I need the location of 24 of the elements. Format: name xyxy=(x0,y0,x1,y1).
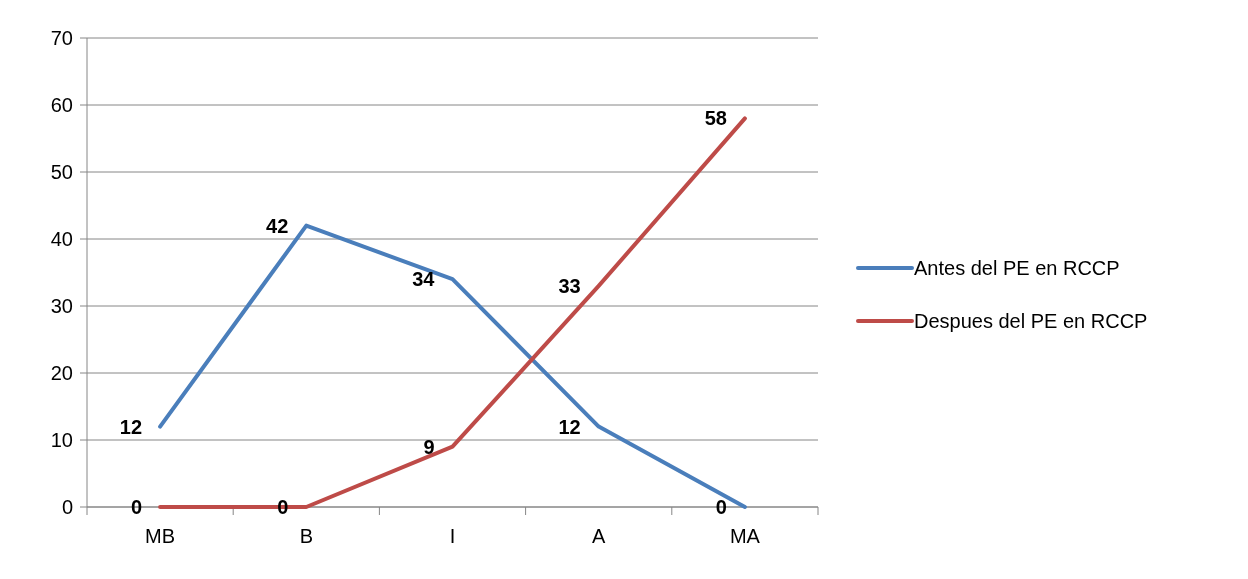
y-tick-label: 10 xyxy=(50,429,73,451)
data-label: 33 xyxy=(558,274,581,297)
data-label: 9 xyxy=(423,435,435,458)
data-label: 42 xyxy=(266,214,289,237)
x-tick-label: B xyxy=(299,525,313,547)
x-tick-label: A xyxy=(592,525,607,547)
data-label: 0 xyxy=(715,496,727,518)
data-label: 12 xyxy=(558,415,581,438)
x-tick-label: MB xyxy=(145,525,176,547)
x-tick-label: I xyxy=(449,525,456,547)
y-tick-label: 50 xyxy=(50,161,73,183)
legend-label: Antes del PE en RCCP xyxy=(914,257,1120,279)
x-tick-label: MA xyxy=(729,525,761,547)
y-tick-label: 20 xyxy=(50,362,73,384)
data-label: 34 xyxy=(412,268,436,291)
data-label: 58 xyxy=(704,107,727,130)
y-tick-label: 70 xyxy=(50,27,73,49)
y-tick-label: 60 xyxy=(50,94,73,116)
legend-label: Despues del PE en RCCP xyxy=(914,310,1148,332)
y-tick-label: 0 xyxy=(61,496,73,518)
y-tick-label: 40 xyxy=(50,228,73,250)
data-label: 0 xyxy=(130,496,143,518)
y-tick-label: 30 xyxy=(50,295,73,317)
data-label: 12 xyxy=(119,415,143,438)
